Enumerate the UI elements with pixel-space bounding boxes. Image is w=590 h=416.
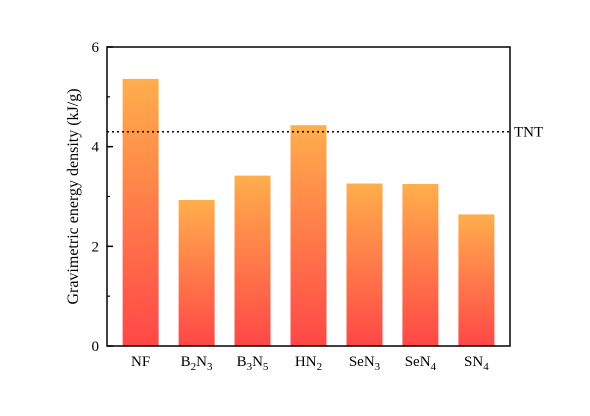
x-tick-label: SN4 (464, 354, 489, 373)
x-tick-label: HN2 (295, 354, 322, 373)
y-axis-ticks: 0 2 4 6 (92, 40, 113, 355)
bar-4 (290, 125, 327, 346)
y-tick-label: 2 (92, 239, 100, 255)
y-tick-label: 0 (92, 339, 100, 355)
x-tick-label: SeN3 (349, 354, 381, 373)
bars-group (122, 78, 495, 347)
bar-1 (122, 78, 159, 347)
y-tick-label: 6 (92, 40, 100, 56)
x-tick-label: NF (131, 354, 150, 370)
bar-6 (402, 184, 439, 346)
x-axis-labels: NF B2N3 B3N5 HN2 SeN3 SeN4 SN4 (131, 354, 489, 373)
x-tick-label: SeN4 (405, 354, 437, 373)
y-axis-title: Gravimetric energy density (kJ/g) (65, 88, 82, 304)
tnt-label: TNT (514, 125, 543, 141)
bar-3 (234, 175, 271, 346)
x-tick-label: B2N3 (181, 354, 213, 373)
y-tick-label: 4 (92, 140, 100, 156)
bar-5 (346, 183, 383, 346)
x-tick-label: B3N5 (237, 354, 269, 373)
bar-7 (458, 214, 495, 346)
bar-2 (178, 200, 215, 346)
